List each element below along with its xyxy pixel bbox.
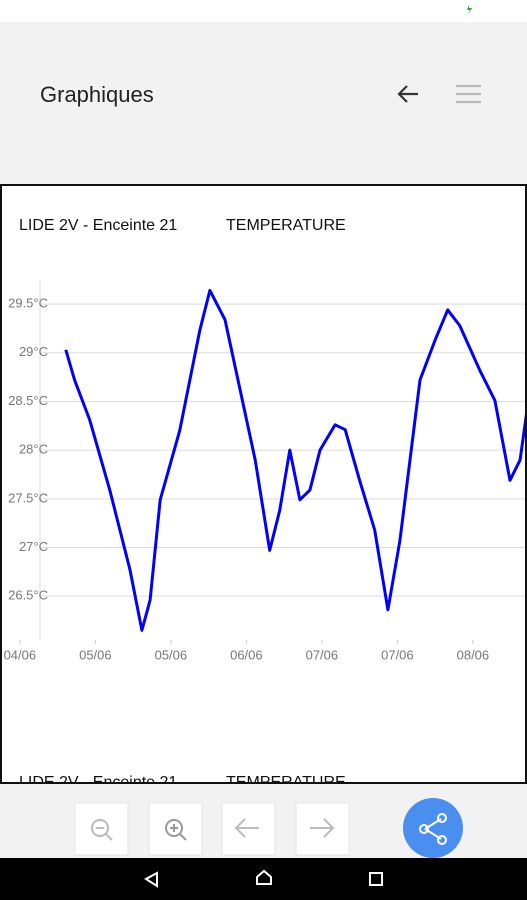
chart-panel bbox=[0, 184, 527, 784]
app-bar bbox=[0, 22, 527, 184]
x-tick-label: 04/06 bbox=[4, 647, 37, 662]
y-tick-label: 28.5°C bbox=[8, 393, 48, 408]
y-tick-label: 28°C bbox=[19, 442, 48, 457]
y-tick-label: 29.5°C bbox=[8, 296, 48, 311]
nav-home[interactable] bbox=[256, 869, 272, 885]
menu-button[interactable] bbox=[456, 84, 481, 104]
next-panel-title: LIDE 2V - Enceinte 21 bbox=[19, 774, 177, 791]
battery-icon bbox=[467, 5, 472, 15]
next-button[interactable] bbox=[295, 802, 350, 856]
share-button[interactable] bbox=[403, 798, 463, 858]
next-panel-subtitle: TEMPERATURE bbox=[226, 774, 346, 791]
zoom-out-button[interactable] bbox=[74, 802, 129, 856]
nav-back[interactable] bbox=[144, 871, 158, 888]
x-tick-label: 07/06 bbox=[381, 647, 414, 662]
data-line bbox=[64, 288, 525, 632]
app-title: Graphiques bbox=[40, 82, 154, 107]
x-tick-label: 06/06 bbox=[230, 647, 263, 662]
y-tick-label: 26.5°C bbox=[8, 588, 48, 603]
y-tick-label: 27.5°C bbox=[8, 490, 48, 505]
y-tick-label: 29°C bbox=[19, 344, 48, 359]
nav-recent[interactable] bbox=[369, 872, 383, 886]
x-tick-label: 08/06 bbox=[457, 647, 490, 662]
y-tick-label: 27°C bbox=[19, 539, 48, 554]
x-tick-label: 05/06 bbox=[79, 647, 112, 662]
back-button[interactable] bbox=[397, 85, 418, 103]
chart: LIDE 2V - Enceinte 21 TEMPERATURE LIDE 2… bbox=[4, 217, 525, 791]
chart-title: LIDE 2V - Enceinte 21 bbox=[19, 217, 177, 234]
zoom-in-button[interactable] bbox=[148, 802, 203, 856]
chart-subtitle: TEMPERATURE bbox=[226, 217, 346, 234]
x-tick-label: 07/06 bbox=[306, 647, 339, 662]
status-bar bbox=[0, 0, 527, 22]
previous-button[interactable] bbox=[221, 802, 276, 856]
nav-bar bbox=[0, 858, 527, 900]
x-tick-label: 05/06 bbox=[155, 647, 188, 662]
